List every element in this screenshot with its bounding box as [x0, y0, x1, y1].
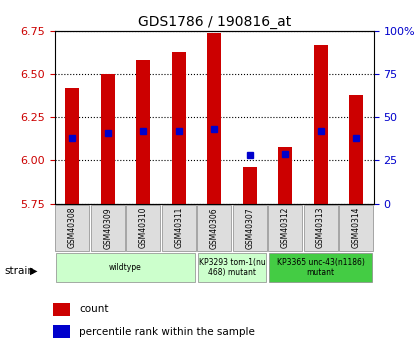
- Bar: [65, 88, 79, 204]
- Text: GSM40311: GSM40311: [174, 207, 183, 248]
- Text: GSM40306: GSM40306: [210, 207, 219, 248]
- FancyBboxPatch shape: [162, 205, 196, 251]
- Text: wildtype: wildtype: [109, 263, 142, 272]
- Bar: [207, 33, 221, 204]
- Text: strain: strain: [4, 266, 34, 276]
- Bar: [278, 147, 292, 204]
- Text: GSM40307: GSM40307: [245, 207, 254, 248]
- FancyBboxPatch shape: [91, 205, 125, 251]
- Title: GDS1786 / 190816_at: GDS1786 / 190816_at: [138, 14, 291, 29]
- FancyBboxPatch shape: [56, 253, 195, 282]
- Bar: [243, 167, 257, 204]
- Text: GSM40309: GSM40309: [103, 207, 112, 248]
- Bar: [101, 74, 115, 204]
- Bar: [136, 60, 150, 204]
- FancyBboxPatch shape: [55, 205, 89, 251]
- FancyBboxPatch shape: [339, 205, 373, 251]
- Bar: [53, 325, 70, 338]
- Bar: [349, 95, 363, 204]
- Text: count: count: [79, 304, 108, 314]
- Text: GSM40312: GSM40312: [281, 207, 290, 248]
- FancyBboxPatch shape: [269, 253, 372, 282]
- Text: ▶: ▶: [30, 266, 38, 276]
- FancyBboxPatch shape: [268, 205, 302, 251]
- Text: GSM40313: GSM40313: [316, 207, 325, 248]
- Bar: [53, 303, 70, 316]
- Text: GSM40310: GSM40310: [139, 207, 148, 248]
- Bar: [313, 45, 328, 204]
- FancyBboxPatch shape: [304, 205, 338, 251]
- Text: percentile rank within the sample: percentile rank within the sample: [79, 327, 255, 337]
- Bar: [172, 52, 186, 204]
- Text: GSM40308: GSM40308: [68, 207, 77, 248]
- FancyBboxPatch shape: [197, 205, 231, 251]
- Text: KP3365 unc-43(n1186)
mutant: KP3365 unc-43(n1186) mutant: [277, 258, 365, 277]
- FancyBboxPatch shape: [198, 253, 265, 282]
- Text: KP3293 tom-1(nu
468) mutant: KP3293 tom-1(nu 468) mutant: [199, 258, 265, 277]
- FancyBboxPatch shape: [233, 205, 267, 251]
- Text: GSM40314: GSM40314: [352, 207, 360, 248]
- FancyBboxPatch shape: [126, 205, 160, 251]
